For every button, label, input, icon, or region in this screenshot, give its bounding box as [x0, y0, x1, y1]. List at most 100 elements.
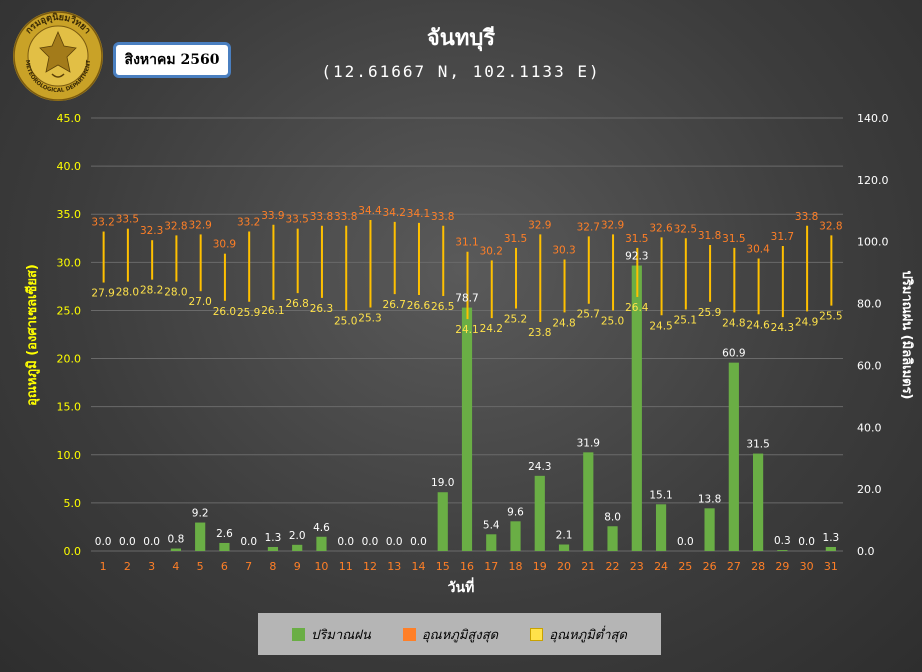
- tmax-value-label: 33.2: [91, 217, 114, 229]
- rain-bar: [292, 544, 303, 551]
- rain-bars: [170, 265, 836, 551]
- rain-value-label: 0.0: [95, 536, 112, 548]
- tmax-value-label: 32.5: [674, 223, 697, 235]
- rain-value-label: 0.3: [774, 535, 791, 547]
- x-tick-label: 26: [703, 560, 717, 573]
- y-left-tick-label: 10.0: [57, 449, 82, 462]
- rain-value-label: 2.0: [289, 530, 306, 542]
- y-axis-left-label: อุณหภูมิ (องศาเซลเซียส): [24, 264, 40, 406]
- tmin-value-label: 26.0: [213, 306, 236, 318]
- y-left-tick-label: 0.0: [64, 545, 82, 558]
- x-tick-label: 14: [411, 560, 425, 573]
- rain-value-label: 0.0: [798, 536, 815, 548]
- rain-bar: [607, 526, 618, 551]
- tmin-value-label: 24.9: [795, 316, 818, 328]
- y-left-tick-label: 5.0: [64, 497, 82, 510]
- rain-temperature-chart: 0.0 0.0 0.0 0.8 9.2 2.6 0.0 1.3 2.0 4.6 0.0 0.0 0.0 0…: [24, 112, 914, 573]
- rain-value-label: 31.9: [577, 437, 600, 449]
- rain-bar: [534, 475, 545, 551]
- x-tick-label: 4: [172, 560, 179, 573]
- tmin-value-label: 25.5: [819, 311, 842, 323]
- rain-value-label: 8.0: [604, 511, 621, 523]
- x-tick-label: 27: [727, 560, 741, 573]
- y-left-tick-label: 25.0: [57, 304, 82, 317]
- temperature-range-lines: [102, 219, 833, 322]
- rain-bar: [753, 453, 764, 551]
- rain-bar: [437, 492, 448, 551]
- rain-value-label: 0.0: [119, 536, 136, 548]
- x-tick-label: 15: [436, 560, 450, 573]
- tmin-value-label: 24.2: [480, 323, 503, 335]
- tmin-value-label: 25.3: [358, 313, 381, 325]
- x-tick-label: 6: [221, 560, 228, 573]
- tmax-value-label: 32.8: [164, 220, 187, 232]
- rain-value-label: 2.6: [216, 528, 233, 540]
- tmin-value-label: 25.9: [237, 307, 260, 319]
- tmax-value-label: 34.4: [358, 205, 382, 217]
- tmin-value-label: 24.8: [722, 317, 745, 329]
- tmin-value-label: 23.8: [528, 327, 551, 339]
- rain-bar: [461, 307, 473, 551]
- tmax-value-label: 32.8: [819, 220, 842, 232]
- rain-bar: [655, 504, 667, 551]
- rain-value-label: 0.0: [337, 536, 354, 548]
- tmax-value-label: 32.3: [140, 225, 163, 237]
- rain-value-label: 0.0: [143, 536, 160, 548]
- tmax-value-label: 31.5: [504, 233, 527, 245]
- tmin-value-label: 25.7: [577, 309, 600, 321]
- tmin-value-label: 24.8: [552, 317, 575, 329]
- chart-title: จันทบุรี: [426, 26, 496, 51]
- y-left-tick-label: 20.0: [57, 353, 82, 366]
- y-right-tick-label: 40.0: [857, 421, 882, 434]
- rain-bar: [219, 542, 230, 551]
- tmax-value-label: 30.2: [480, 245, 503, 257]
- x-tick-label: 16: [460, 560, 474, 573]
- tmin-value-label: 28.0: [116, 287, 139, 299]
- rain-value-label: 60.9: [722, 348, 745, 360]
- tmin-value-label: 26.6: [407, 300, 431, 312]
- tmax-value-label: 32.9: [188, 219, 211, 231]
- x-tick-label: 18: [509, 560, 523, 573]
- tmin-value-label: 26.4: [625, 302, 649, 314]
- x-tick-label: 9: [294, 560, 301, 573]
- rain-value-label: 31.5: [746, 439, 769, 451]
- x-tick-label: 30: [800, 560, 814, 573]
- rain-bar: [486, 534, 497, 551]
- tmax-value-label: 33.9: [261, 210, 284, 222]
- tmin-value-label: 27.9: [91, 288, 114, 300]
- rain-bar: [704, 508, 715, 551]
- tmax-value-label: 30.4: [746, 243, 770, 255]
- rain-value-label: 1.3: [265, 532, 282, 544]
- x-tick-label: 22: [606, 560, 620, 573]
- y-axis-right-label: ปริมาณฝน (มิลลิเมตร): [899, 270, 914, 399]
- rain-value-label: 15.1: [649, 489, 672, 501]
- rain-value-label: 92.3: [625, 251, 648, 263]
- x-tick-label: 17: [484, 560, 498, 573]
- x-tick-label: 21: [581, 560, 595, 573]
- tmax-value-label: 30.9: [213, 239, 236, 251]
- y-right-tick-label: 100.0: [857, 236, 889, 249]
- y-right-tick-label: 80.0: [857, 298, 882, 311]
- x-tick-label: 5: [197, 560, 204, 573]
- x-tick-label: 31: [824, 560, 838, 573]
- tmax-value-label: 33.5: [116, 214, 139, 226]
- x-tick-label: 12: [363, 560, 377, 573]
- tmax-value-label: 33.8: [334, 211, 357, 223]
- axes: 0.05.010.015.020.025.030.035.040.045.00.…: [57, 112, 889, 573]
- rain-value-label: 9.6: [507, 506, 524, 518]
- x-tick-label: 3: [148, 560, 155, 573]
- tmax-value-label: 33.8: [431, 211, 454, 223]
- rain-value-label: 1.3: [823, 532, 840, 544]
- tmin-value-label: 24.6: [746, 319, 770, 331]
- rain-value-label: 0.8: [168, 534, 185, 546]
- y-left-tick-label: 40.0: [57, 160, 82, 173]
- legend-label-rain: ปริมาณฝน: [311, 627, 371, 643]
- rain-value-label: 4.6: [313, 522, 330, 534]
- tmin-value-label: 26.1: [261, 305, 284, 317]
- x-tick-label: 29: [775, 560, 789, 573]
- rain-value-label: 9.2: [192, 508, 209, 520]
- legend-item-tmin: อุณหภูมิต่ำสุด: [530, 624, 627, 645]
- x-tick-label: 25: [678, 560, 692, 573]
